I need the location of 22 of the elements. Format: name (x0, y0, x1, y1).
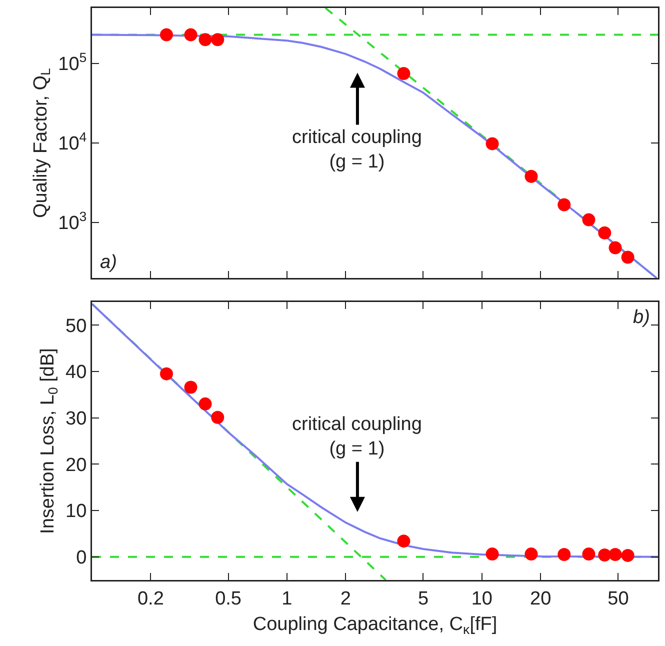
annotation: b) (633, 307, 650, 328)
y-tick-label: 30 (66, 408, 87, 430)
x-tick-label: 20 (530, 588, 552, 610)
annotation: critical coupling (g = 1) (292, 127, 422, 173)
y-tick-label: 10$^{5}$ (58, 50, 87, 76)
y-tick-label: 10 (66, 501, 87, 522)
x-tick-label: 2 (340, 588, 351, 610)
y-tick-label: 10$^{3}$ (58, 209, 87, 234)
y-tick-label: 40 (66, 362, 87, 384)
annotation: a) (100, 252, 117, 273)
x-tick-label: 0.5 (215, 588, 242, 610)
x-tick-label: 0.2 (137, 588, 164, 610)
y-tick-label: 0 (76, 547, 87, 568)
y-tick-label: 50 (66, 316, 87, 337)
x-tick-label: 5 (418, 588, 429, 610)
y-tick-label: 20 (66, 454, 87, 476)
y-tick-label: 10$^{4}$ (58, 130, 87, 155)
x-axis-title: Coupling Capacitance, C$_{κ}$[fF] (252, 614, 498, 637)
x-tick-label: 1 (282, 588, 292, 610)
x-tick-label: 50 (608, 588, 629, 610)
annotation: critical coupling (g = 1) (292, 414, 422, 460)
x-tick-label: 10 (471, 588, 492, 610)
